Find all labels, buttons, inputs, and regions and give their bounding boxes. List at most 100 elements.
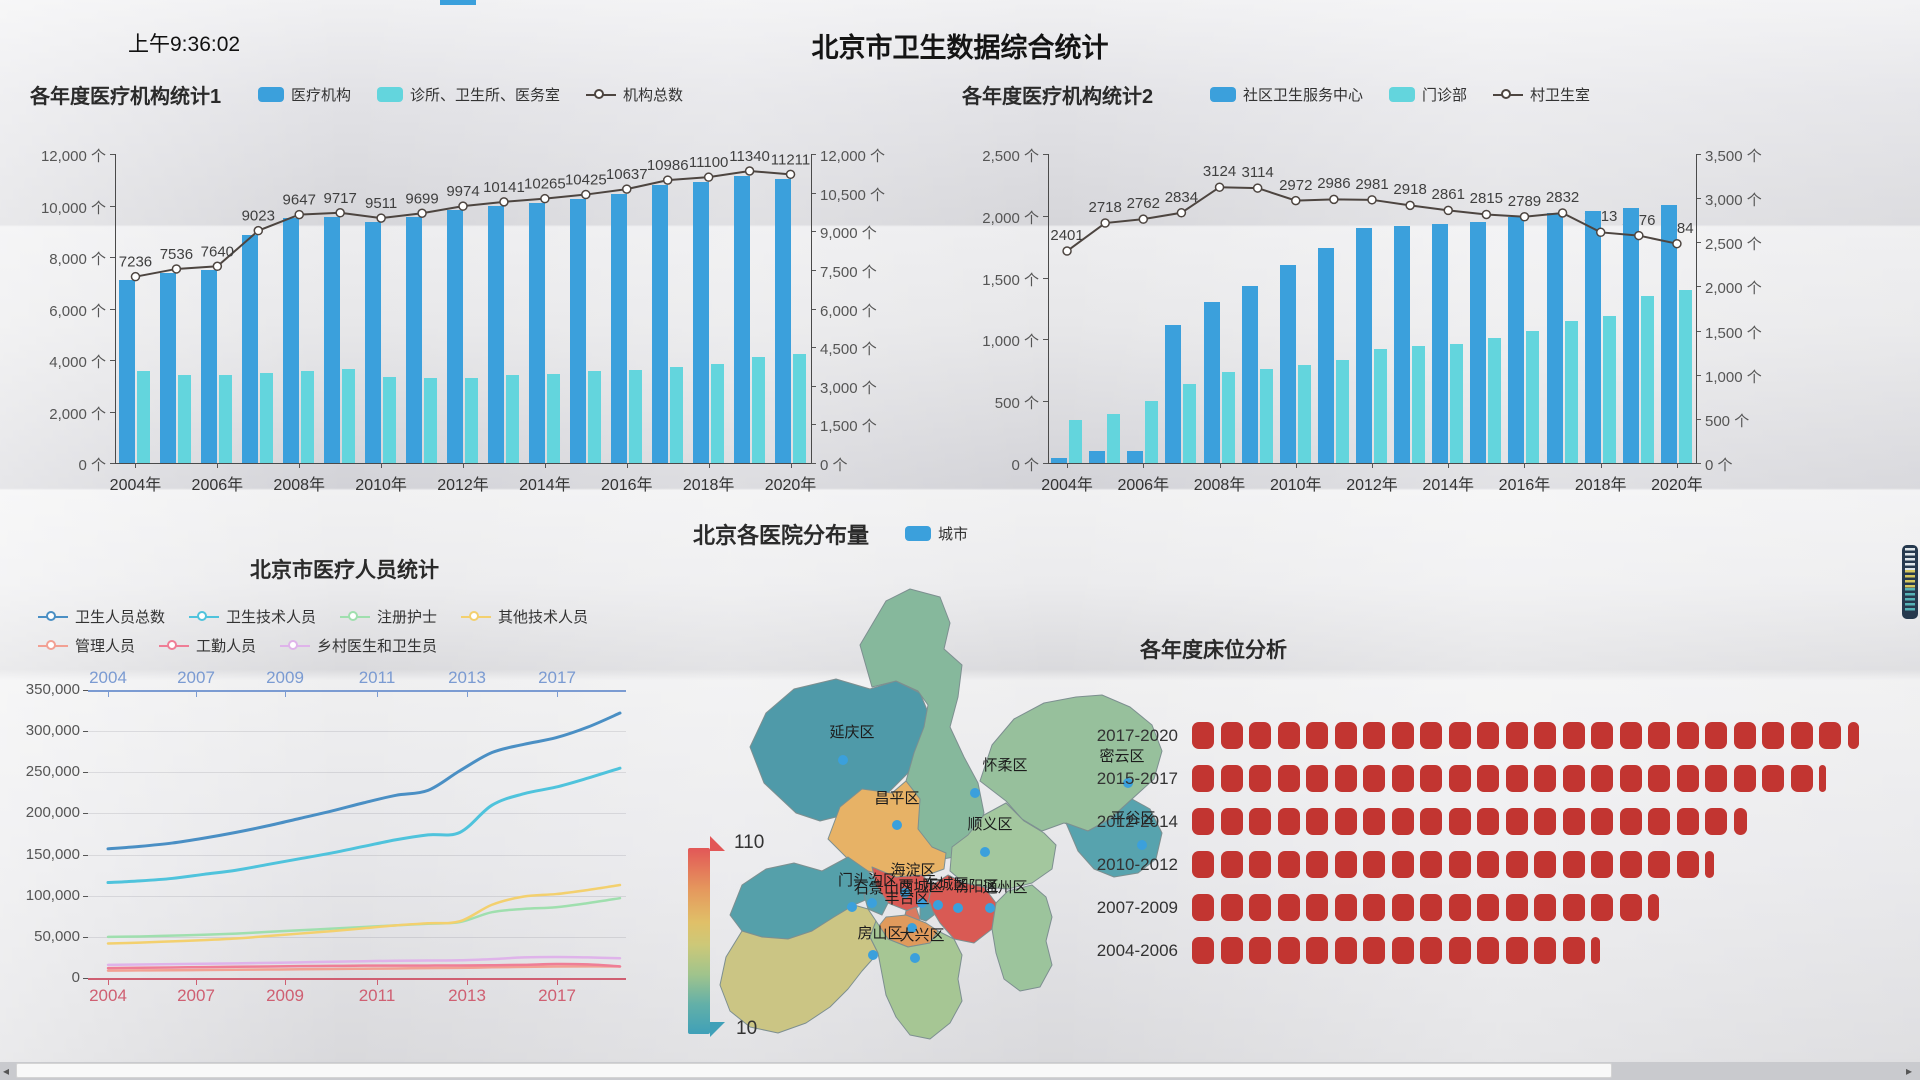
staff-y-tick: 150,000 (25, 845, 80, 863)
bed-unit (1790, 722, 1813, 749)
map-dot-haidian[interactable] (900, 888, 910, 898)
map-district-daxing[interactable] (869, 920, 963, 1040)
bar-诊所、卫生所、医务室 (465, 377, 478, 463)
bed-unit (1391, 894, 1414, 921)
map-dot-mentougou[interactable] (847, 902, 857, 912)
bed-unit (1249, 722, 1271, 749)
legend-item-诊所、卫生所、医务室[interactable]: 诊所、卫生所、医务室 (377, 84, 560, 105)
legend-orgs1: 医疗机构 诊所、卫生所、医务室 机构总数 (258, 84, 683, 105)
map-dot-yanqing[interactable] (838, 755, 848, 765)
legend-item-工勤人员[interactable]: 工勤人员 (159, 635, 256, 656)
map-dot-xicheng[interactable] (917, 898, 927, 908)
chart-orgs2: 0 个 500 个 1,000 个 1,500 个 2,000 个 2,500 个 0 个 5… (0, 0, 1920, 520)
bar-诊所、卫生所、医务室 (710, 363, 724, 463)
map-label-huairou: 怀柔区 (982, 757, 1027, 774)
legend-item-卫生技术人员[interactable]: 卫生技术人员 (189, 606, 316, 627)
line-data-label: 2918 (1393, 181, 1427, 199)
legend-item-label: 工勤人员 (196, 638, 257, 655)
bed-unit-partial (1705, 851, 1714, 878)
map-dot-tongzhou[interactable] (985, 903, 995, 913)
bed-unit (1562, 851, 1585, 878)
map-dot-shijingshan[interactable] (867, 898, 877, 908)
y-axis-tick-right: 500 个 (1705, 412, 1750, 430)
map-district-shunyi[interactable] (949, 802, 1057, 890)
legend-item-卫生人员总数[interactable]: 卫生人员总数 (38, 606, 165, 627)
bed-unit (1334, 722, 1357, 749)
y-axis-tick-left: 12,000 个 (40, 148, 106, 165)
legend-item-管理人员[interactable]: 管理人员 (38, 635, 135, 656)
bed-unit (1306, 765, 1328, 792)
visualmap-gradient-bar[interactable] (688, 848, 710, 1034)
bed-unit (1534, 808, 1556, 835)
y-axis-tick-right: 0 个 (1705, 457, 1733, 474)
horizontal-scrollbar-thumb[interactable] (16, 1063, 1612, 1078)
visualmap-handle-max[interactable] (710, 836, 725, 851)
x-axis-tick-label: 2018年 (682, 477, 735, 494)
bed-unit (1591, 894, 1613, 921)
legend-item-机构总数[interactable]: 机构总数 (586, 84, 683, 105)
bed-unit (1562, 765, 1585, 792)
map-label-shijingshan: 石景山区 (854, 880, 914, 897)
x-axis-tick-label: 2010年 (355, 477, 407, 494)
map-dot-huairou[interactable] (970, 788, 980, 798)
map-dot-chaoyang[interactable] (953, 903, 963, 913)
bed-unit (1534, 851, 1556, 878)
scroll-left-arrow-icon[interactable]: ◂ (3, 1064, 10, 1078)
bar-诊所、卫生所、医务室 (424, 377, 438, 463)
bar-门诊部 (1183, 383, 1197, 463)
y-axis-tick-left: 0 个 (78, 457, 106, 474)
map-dot-pinggu[interactable] (1137, 840, 1147, 850)
bar-医疗机构 (283, 218, 300, 463)
map-dot-daxing[interactable] (910, 953, 920, 963)
y-axis-tick-right: 1,000 个 (1705, 368, 1762, 386)
visualmap-handle-min[interactable] (710, 1022, 725, 1037)
y-axis-tick-left: 1,500 个 (982, 271, 1039, 289)
bed-unit (1334, 937, 1357, 964)
map-dot-shunyi[interactable] (980, 847, 990, 857)
bed-unit (1249, 894, 1271, 921)
legend-item-其他技术人员[interactable]: 其他技术人员 (461, 606, 588, 627)
map-dot-miyun[interactable] (1123, 778, 1133, 788)
bar-门诊部 (1412, 345, 1426, 463)
bed-unit-partial (1648, 894, 1659, 921)
map-district-miyun[interactable] (979, 694, 1163, 832)
scroll-right-arrow-icon[interactable]: ▸ (1906, 1064, 1913, 1078)
map-dot-changping[interactable] (892, 820, 902, 830)
map-dot-fengtai[interactable] (907, 923, 917, 933)
map-district-tongzhou[interactable] (991, 884, 1053, 992)
bar-社区卫生服务中心 (1660, 204, 1677, 463)
legend-item-注册护士[interactable]: 注册护士 (340, 606, 437, 627)
legend-item-社区卫生服务中心[interactable]: 社区卫生服务中心 (1210, 84, 1363, 105)
map-district-pinggu[interactable] (1065, 798, 1163, 878)
y-axis-tick-right: 0 个 (820, 457, 848, 474)
staff-y-tick: 50,000 (34, 927, 80, 945)
bed-unit (1192, 937, 1214, 964)
legend-swatch-icon (1389, 87, 1416, 102)
legend-item-乡村医生和卫生员[interactable]: 乡村医生和卫生员 (280, 635, 437, 656)
bed-unit (1591, 722, 1613, 749)
visualmap-min-label: 10 (736, 1018, 758, 1039)
datazoom-slider[interactable] (1902, 545, 1918, 619)
y-axis-tick-left: 2,000 个 (49, 405, 106, 423)
bed-unit (1220, 937, 1243, 964)
bed-unit (1648, 851, 1670, 878)
bed-unit (1477, 765, 1499, 792)
bar-社区卫生服务中心 (1241, 286, 1258, 463)
legend-item-村卫生室[interactable]: 村卫生室 (1493, 84, 1590, 105)
x-axis-tick-label: 2016年 (600, 477, 653, 494)
legend-swatch-icon (905, 526, 931, 541)
bed-unit (1306, 722, 1328, 749)
bar-诊所、卫生所、医务室 (751, 357, 765, 463)
legend-item-门诊部[interactable]: 门诊部 (1389, 84, 1467, 105)
bar-医疗机构 (324, 216, 341, 463)
legend-item-医疗机构[interactable]: 医疗机构 (258, 84, 351, 105)
bar-社区卫生服务中心 (1622, 208, 1639, 463)
staff-x-axis-bottom (88, 978, 626, 980)
bar-社区卫生服务中心 (1089, 451, 1106, 463)
map-dot-fangshan[interactable] (868, 950, 878, 960)
bed-unit (1619, 808, 1642, 835)
map-dot-dongcheng[interactable] (933, 900, 943, 910)
bar-门诊部 (1450, 344, 1464, 463)
legend-item-城市[interactable]: 城市 (905, 523, 968, 544)
legend-line-icon (38, 609, 68, 624)
